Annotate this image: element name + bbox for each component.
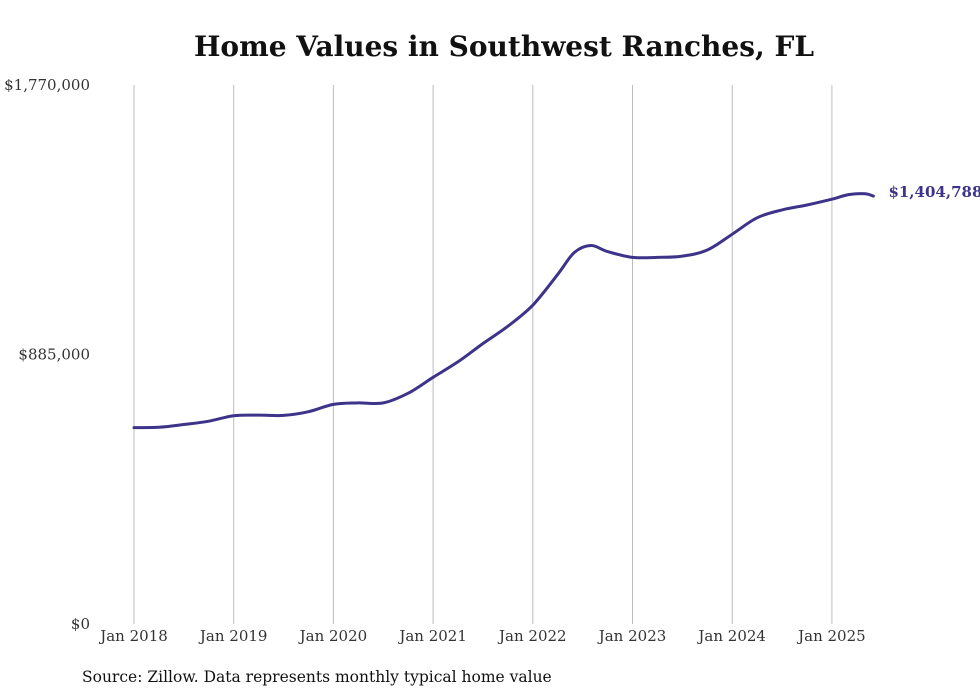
x-tick-label-6: Jan 2024 xyxy=(696,627,766,645)
y-tick-label-1: $885,000 xyxy=(18,346,90,364)
source-note: Source: Zillow. Data represents monthly … xyxy=(82,668,552,686)
x-tick-label-3: Jan 2021 xyxy=(397,627,467,645)
x-tick-label-1: Jan 2019 xyxy=(198,627,268,645)
x-tick-label-4: Jan 2022 xyxy=(497,627,567,645)
x-tick-label-7: Jan 2025 xyxy=(796,627,866,645)
y-tick-label-2: $1,770,000 xyxy=(4,76,90,94)
series-group xyxy=(132,192,875,430)
x-tick-label-5: Jan 2023 xyxy=(597,627,667,645)
end-value-label: $1,404,788 xyxy=(888,183,980,201)
y-tick-label-0: $0 xyxy=(71,615,90,633)
chart-title: Home Values in Southwest Ranches, FL xyxy=(193,30,815,63)
x-tick-label-2: Jan 2020 xyxy=(298,627,368,645)
x-tick-label-0: Jan 2018 xyxy=(98,627,168,645)
series-line xyxy=(132,192,875,430)
annotations: $1,404,788 xyxy=(888,183,980,201)
x-axis: Jan 2018 Jan 2019 Jan 2020 Jan 2021 Jan 2022… xyxy=(98,627,865,645)
y-axis: $0 $885,000 $1,770,000 xyxy=(4,76,90,633)
gridlines xyxy=(133,85,833,624)
